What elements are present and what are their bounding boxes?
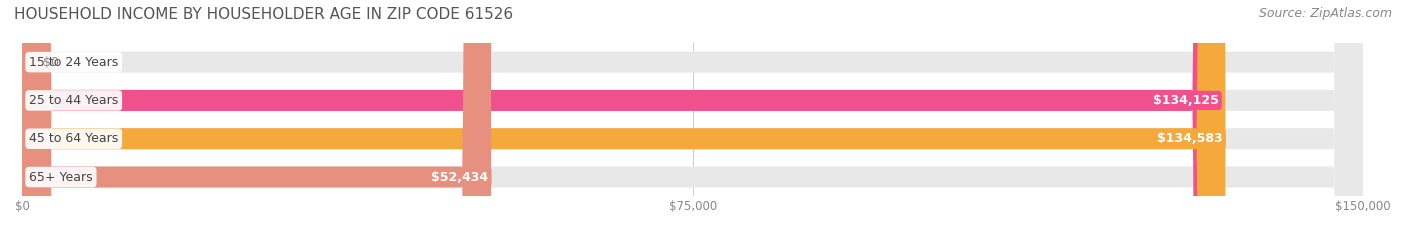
Text: $52,434: $52,434	[432, 171, 488, 184]
Text: 65+ Years: 65+ Years	[30, 171, 93, 184]
Text: HOUSEHOLD INCOME BY HOUSEHOLDER AGE IN ZIP CODE 61526: HOUSEHOLD INCOME BY HOUSEHOLDER AGE IN Z…	[14, 7, 513, 22]
Text: 25 to 44 Years: 25 to 44 Years	[30, 94, 118, 107]
Text: Source: ZipAtlas.com: Source: ZipAtlas.com	[1258, 7, 1392, 20]
FancyBboxPatch shape	[22, 0, 1364, 233]
Text: $0: $0	[42, 56, 59, 69]
Text: 45 to 64 Years: 45 to 64 Years	[30, 132, 118, 145]
FancyBboxPatch shape	[22, 0, 1226, 233]
FancyBboxPatch shape	[22, 0, 491, 233]
FancyBboxPatch shape	[22, 0, 1222, 233]
FancyBboxPatch shape	[22, 0, 1364, 233]
Text: $134,583: $134,583	[1157, 132, 1223, 145]
FancyBboxPatch shape	[22, 0, 1364, 233]
Text: $134,125: $134,125	[1153, 94, 1219, 107]
Text: 15 to 24 Years: 15 to 24 Years	[30, 56, 118, 69]
FancyBboxPatch shape	[22, 0, 1364, 233]
